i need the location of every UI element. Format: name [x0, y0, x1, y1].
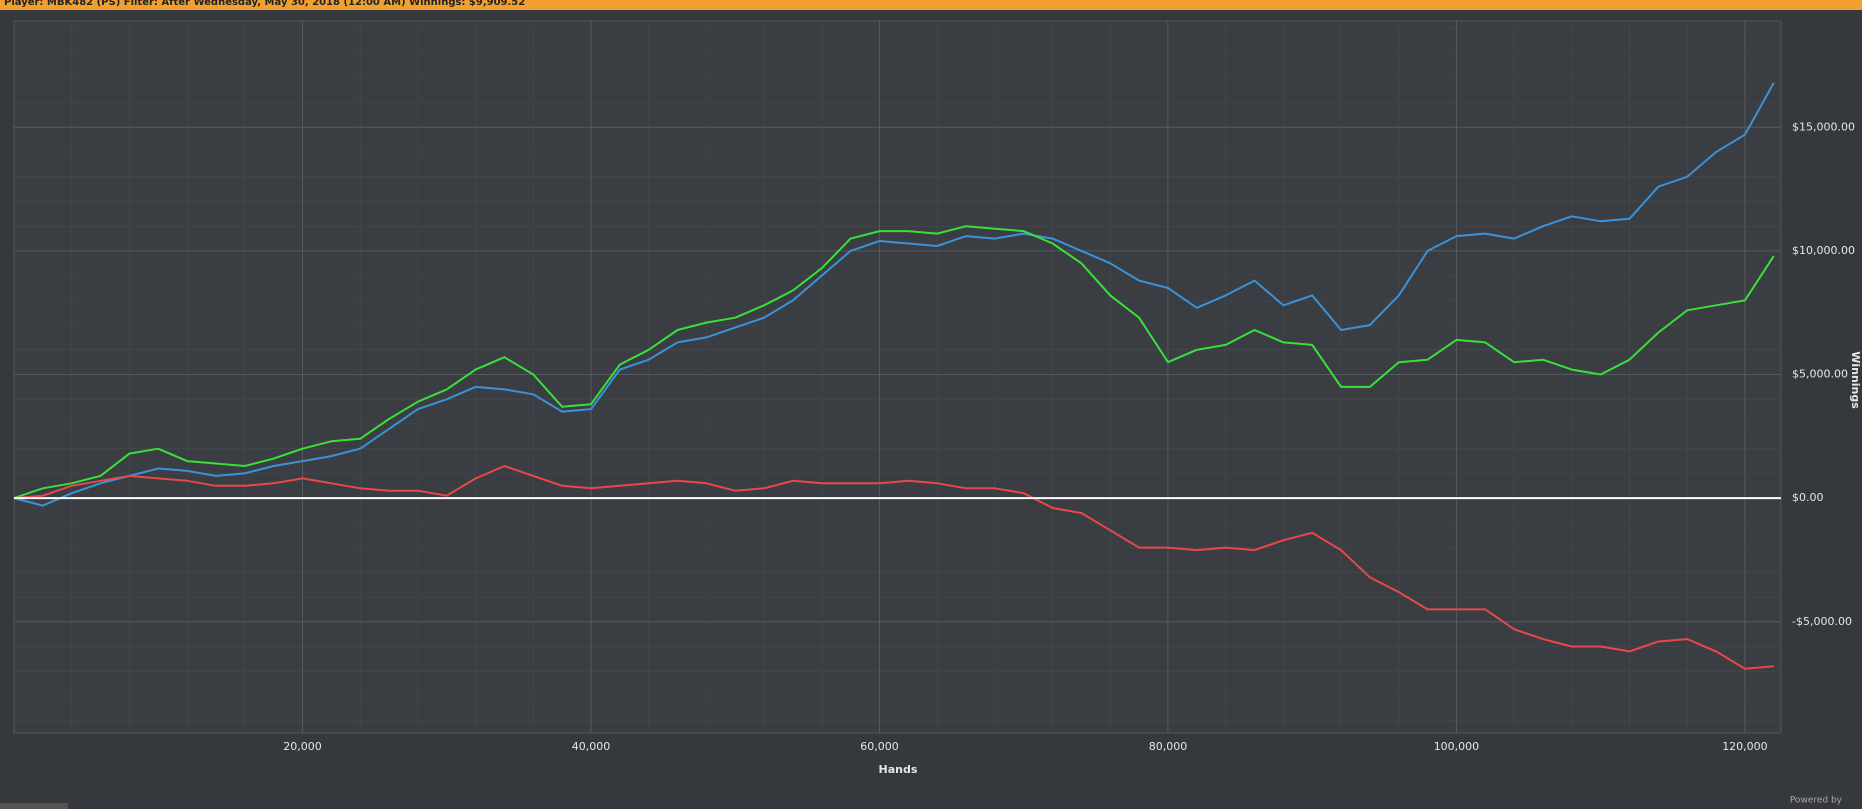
x-tick-label: 120,000 [1722, 740, 1768, 753]
series-line [13, 225, 1775, 500]
y-axis-label: Winnings [1849, 351, 1862, 409]
series-line [13, 82, 1775, 507]
scroll-tab [0, 803, 68, 809]
x-tick-label: 100,000 [1434, 740, 1480, 753]
y-tick-label: $15,000.00 [1792, 120, 1855, 133]
header-text: Player: MBK482 (PS) Filter: After Wednes… [4, 0, 525, 8]
series-line [13, 465, 1774, 670]
powered-by: Powered by [1790, 796, 1843, 806]
x-tick-label: 80,000 [1149, 740, 1188, 753]
x-tick-label: 40,000 [572, 740, 611, 753]
y-tick-label: $0.00 [1792, 491, 1824, 504]
y-tick-label: $5,000.00 [1792, 368, 1848, 381]
x-tick-label: 60,000 [860, 740, 899, 753]
x-tick-label: 20,000 [283, 740, 322, 753]
y-tick-label: -$5,000.00 [1792, 615, 1852, 628]
x-axis-label: Hands [879, 763, 918, 776]
plot-area [13, 20, 1782, 734]
header-bar [0, 0, 1862, 10]
y-tick-label: $10,000.00 [1792, 244, 1855, 257]
